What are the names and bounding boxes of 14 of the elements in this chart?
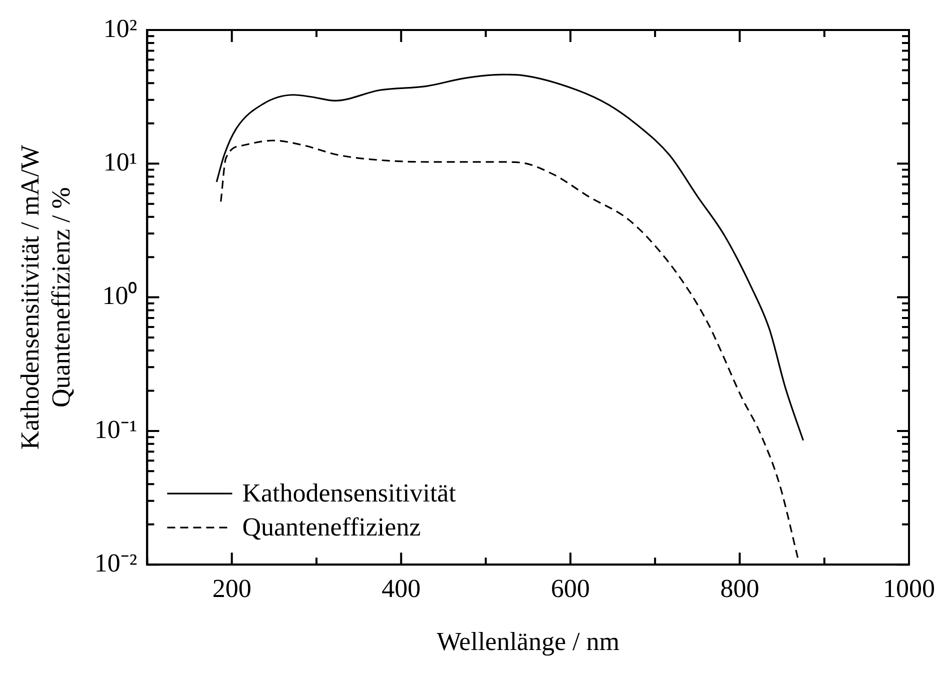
y-tick-label: 10² bbox=[103, 14, 138, 43]
y-tick-label: 10⁻² bbox=[94, 548, 138, 578]
y-tick-label: 10⁻¹ bbox=[94, 414, 138, 444]
y-tick-label: 10¹ bbox=[103, 147, 138, 176]
legend-label: Kathodensensitivität bbox=[242, 478, 457, 508]
x-tick-label: 200 bbox=[212, 574, 252, 604]
legend-label: Quanteneffizienz bbox=[242, 512, 421, 542]
x-tick-label: 800 bbox=[720, 574, 760, 604]
x-axis-title: Wellenlänge / nm bbox=[436, 627, 620, 656]
x-tick-label: 400 bbox=[382, 574, 421, 604]
y-tick-label: 10⁰ bbox=[102, 281, 138, 310]
x-tick-label: 600 bbox=[550, 574, 590, 604]
x-tick-label: 1000 bbox=[883, 574, 935, 604]
y-axis-title: Kathodensensitivität / mA/W Quanteneffizienz / % bbox=[15, 144, 76, 450]
